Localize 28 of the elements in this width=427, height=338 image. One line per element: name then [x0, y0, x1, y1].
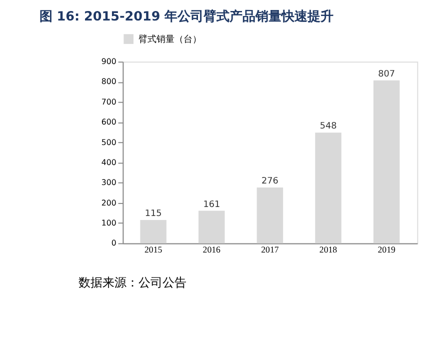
x-tick-label: 2015 — [144, 244, 163, 255]
y-tick-label: 0 — [111, 238, 116, 248]
data-label: 807 — [378, 69, 395, 80]
data-label: 161 — [203, 200, 220, 210]
legend-label: 臂式销量（台） — [138, 34, 202, 45]
data-label: 115 — [144, 209, 162, 220]
y-tick-label: 700 — [101, 97, 116, 106]
x-tick-label: 2017 — [261, 244, 280, 255]
data-label: 548 — [320, 122, 338, 132]
x-tick-label: 2016 — [202, 244, 222, 255]
y-tick-label: 200 — [101, 198, 116, 208]
y-tick-label: 500 — [101, 138, 116, 147]
bar — [256, 188, 284, 244]
bar — [140, 220, 166, 244]
bar — [373, 80, 400, 244]
y-tick-label: 400 — [101, 158, 116, 167]
x-tick-label: 2018 — [319, 244, 338, 255]
data-label: 276 — [262, 176, 279, 187]
y-tick-label: 800 — [101, 77, 116, 86]
y-tick-label: 100 — [101, 218, 116, 228]
bar — [198, 210, 225, 244]
source-note: 数据来源：公司公告 — [78, 275, 187, 290]
y-tick-label: 300 — [101, 178, 116, 188]
y-tick-label: 600 — [101, 118, 116, 127]
chart-title: 图 16: 2015-2019 年公司臂式产品销量快速提升 — [39, 8, 334, 24]
bar — [315, 132, 342, 244]
y-tick-label: 900 — [101, 57, 116, 66]
x-tick-label: 2019 — [378, 244, 396, 255]
